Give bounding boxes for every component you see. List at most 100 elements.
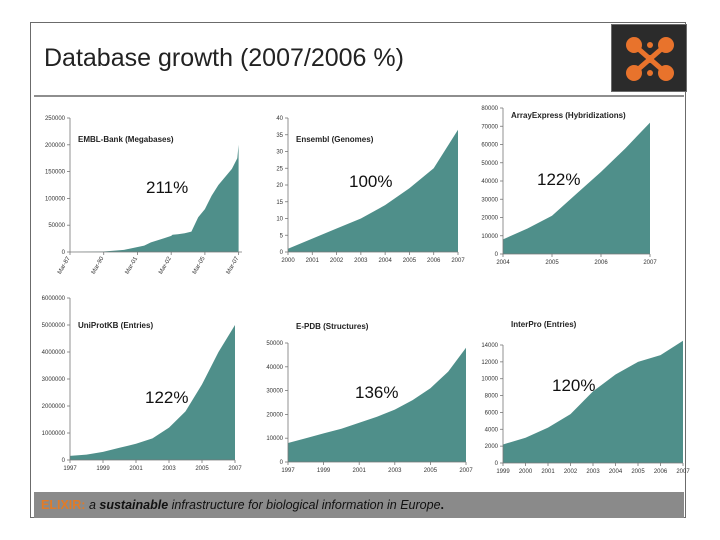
x-tick-label: 2005 [195,466,209,472]
y-tick-label: 50000 [266,341,283,347]
y-tick-label: 150000 [45,170,66,176]
y-tick-label: 70000 [481,124,498,130]
x-tick-label: 2005 [424,468,438,474]
x-tick-label: 2001 [129,466,143,472]
x-tick-label: 2003 [388,468,402,474]
elixir-logo [611,24,687,92]
y-tick-label: 10000 [481,234,498,240]
y-tick-label: 35 [276,133,283,139]
x-tick-label: 2000 [281,258,295,264]
y-tick-label: 2000000 [42,404,66,410]
chart-interpro: 0 2000 4000 6000 8000 10000 12000 14000 1999 2000… [481,320,690,475]
area-series-interpro [503,340,683,463]
slide-title: Database growth (2007/2006 %) [44,44,404,72]
y-tick-label: 4000 [485,427,499,433]
x-tick-label: 1999 [317,468,331,474]
x-tick-label: 1997 [281,468,295,474]
y-tick-label: 8000 [485,394,499,400]
y-tick-label: 5 [280,233,284,239]
x-tick-label: 2001 [541,469,555,475]
x-tick-label: 2001 [306,258,320,264]
x-tick-label: 2004 [609,469,623,475]
chart-title-interpro: InterPro (Entries) [511,320,577,329]
growth-label-epdb: 136% [355,383,399,402]
footer-brand: ELIXIR: [41,498,86,512]
x-tick-label: 2004 [496,260,510,266]
x-tick-label: 2002 [564,469,578,475]
x-tick-label: 2006 [427,258,441,264]
elixir-logo-icon [626,37,674,81]
area-series-uniprotkb [70,325,235,460]
x-tick-label: 1999 [96,466,110,472]
y-tick-label: 5000000 [42,323,66,329]
footer-bold: sustainable [99,498,169,512]
y-tick-label: 40 [276,116,283,122]
x-tick-label: 2005 [545,260,559,266]
x-tick-label: 2007 [643,260,657,266]
x-tick-label: 2003 [162,466,176,472]
growth-label-uniprotkb: 122% [145,388,189,407]
y-tick-label: 6000 [485,410,499,416]
x-tick-label: 2003 [586,469,600,475]
y-tick-label: 30000 [481,197,498,203]
y-tick-label: 14000 [481,343,498,349]
x-tick-label: 2002 [330,258,344,264]
y-tick-label: 60000 [481,143,498,149]
x-tick-label: 2001 [353,468,367,474]
x-tick-label: 2007 [451,258,465,264]
y-tick-label: 0 [62,458,66,464]
chart-arrayexpress: 0 10000 20000 30000 40000 50000 60000 70000 8000… [481,106,657,266]
y-tick-label: 0 [62,250,66,256]
growth-label-ensembl: 100% [349,172,393,191]
y-tick-label: 20 [276,183,283,189]
y-tick-label: 40000 [266,365,283,371]
x-tick-label: 2006 [594,260,608,266]
y-tick-label: 30 [276,150,283,156]
footer-rest: infrastructure for biological informatio… [171,498,441,512]
x-tick-label: 2007 [459,468,473,474]
y-tick-label: 80000 [481,106,498,112]
x-tick-label: 1999 [496,469,510,475]
chart-title-uniprotkb: UniProtKB (Entries) [78,321,153,330]
y-tick-label: 100000 [45,196,66,202]
y-tick-label: 10000 [266,436,283,442]
x-tick-label: 2005 [631,469,645,475]
x-tick-label: 1997 [63,466,77,472]
x-tick-label: 2003 [354,258,368,264]
y-tick-label: 10000 [481,377,498,383]
footer-dot: . [440,498,445,512]
y-tick-label: 6000000 [42,296,66,302]
area-series-epdb [288,347,466,462]
footer-a: a [88,498,96,512]
area-series-ensembl [288,129,458,252]
footer-banner: ELIXIR: a sustainable infrastructure for… [34,492,684,518]
y-tick-label: 20000 [266,412,283,418]
y-tick-label: 250000 [45,116,66,122]
y-tick-label: 4000000 [42,350,66,356]
y-tick-label: 50000 [481,161,498,167]
y-tick-label: 20000 [481,216,498,222]
growth-label-interpro: 120% [552,376,596,395]
y-tick-label: 12000 [481,360,498,366]
y-tick-label: 2000 [485,444,499,450]
y-tick-label: 3000000 [42,377,66,383]
chart-title-ensembl: Ensembl (Genomes) [296,135,374,144]
chart-title-arrayexpress: ArrayExpress (Hybridizations) [511,111,626,120]
chart-ensembl: 0 5 10 15 20 25 30 35 40 2000 2001 2002 2003 2004 2005… [276,116,465,264]
y-tick-label: 30000 [266,389,283,395]
x-tick-label: 2007 [228,466,242,472]
area-series-arrayexpress [503,122,650,254]
chart-title-epdb: E-PDB (Structures) [296,322,369,331]
y-tick-label: 1000000 [42,431,66,437]
y-tick-label: 10 [276,217,283,223]
x-tick-label: 2000 [519,469,533,475]
x-tick-label: 2007 [676,469,690,475]
x-tick-label: 2005 [403,258,417,264]
y-tick-label: 50000 [48,223,65,229]
y-tick-label: 0 [495,252,499,258]
chart-epdb: 0 10000 20000 30000 40000 50000 1997 1999 2001 20… [266,322,473,474]
y-tick-label: 25 [276,166,283,172]
x-tick-label: 2006 [654,469,668,475]
y-tick-label: 40000 [481,179,498,185]
